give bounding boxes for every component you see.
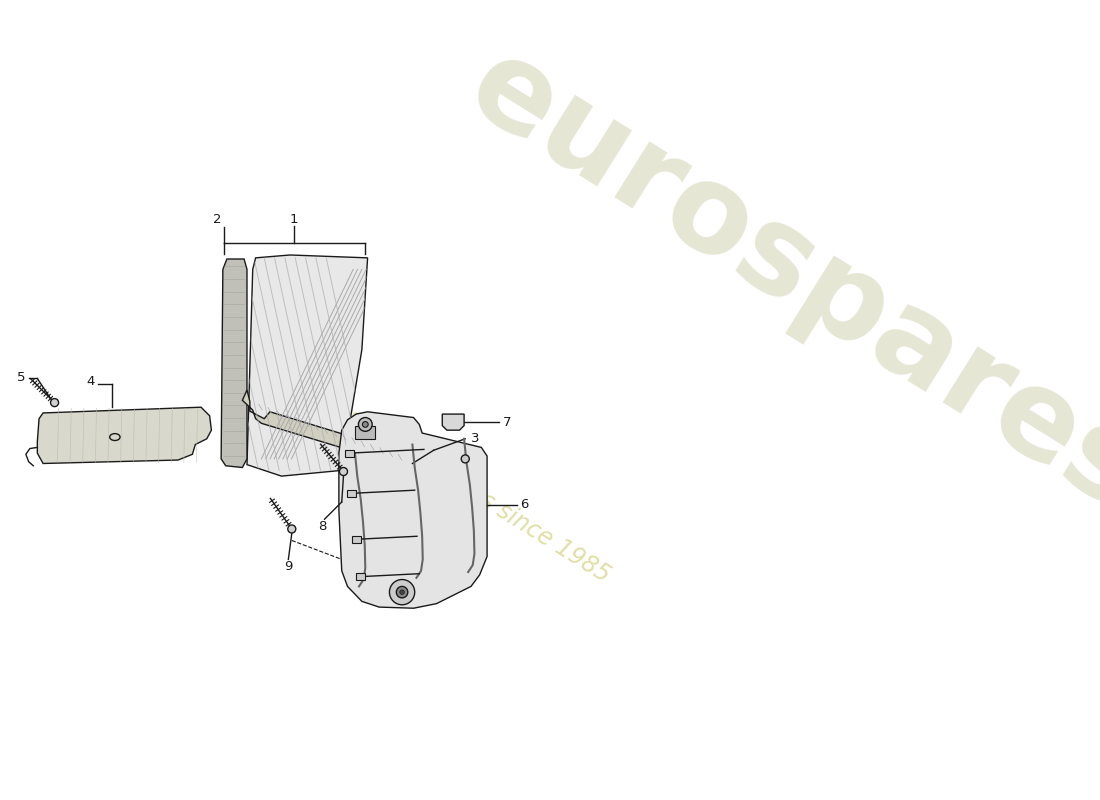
Circle shape (396, 586, 408, 598)
Text: 3: 3 (471, 432, 480, 446)
Polygon shape (242, 390, 412, 467)
Polygon shape (37, 407, 211, 463)
Text: 5: 5 (18, 371, 25, 384)
Text: eurospares: eurospares (448, 27, 1100, 535)
Polygon shape (442, 414, 464, 430)
Bar (344, 450, 354, 457)
Polygon shape (221, 259, 248, 467)
Circle shape (389, 579, 415, 605)
Text: 8: 8 (319, 520, 327, 533)
Circle shape (51, 398, 58, 406)
Circle shape (461, 455, 470, 463)
Circle shape (362, 422, 369, 427)
Text: 1: 1 (289, 213, 298, 226)
Bar (346, 490, 356, 497)
Circle shape (359, 418, 372, 431)
Circle shape (340, 467, 348, 475)
Text: 4: 4 (87, 375, 95, 388)
Bar (356, 573, 365, 580)
Text: a passion for parts since 1985: a passion for parts since 1985 (299, 378, 614, 587)
Text: 2: 2 (212, 213, 221, 226)
Text: 6: 6 (520, 498, 528, 511)
Polygon shape (248, 255, 367, 476)
Circle shape (399, 590, 405, 594)
Text: 9: 9 (284, 560, 293, 573)
Bar (355, 426, 375, 438)
Polygon shape (339, 412, 487, 608)
Circle shape (288, 525, 296, 533)
Text: 7: 7 (503, 416, 512, 429)
Bar (352, 536, 361, 542)
